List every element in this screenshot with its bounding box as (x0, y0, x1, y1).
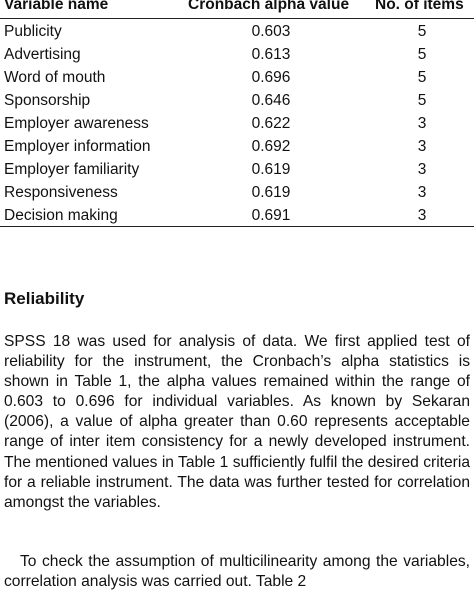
cell-variable-name: Employer familiarity (4, 161, 140, 178)
cell-alpha-value: 0.646 (251, 92, 291, 109)
table-row: Publicity 0.603 5 (0, 20, 474, 43)
cell-variable-name: Publicity (4, 23, 62, 40)
table-row: Employer information 0.692 3 (0, 135, 474, 158)
cell-variable-name: Decision making (4, 207, 118, 224)
cell-item-count: 5 (417, 46, 427, 63)
table-row: Employer awareness 0.622 3 (0, 112, 474, 135)
table-row: Employer familiarity 0.619 3 (0, 158, 474, 181)
section-heading: Reliability (4, 289, 85, 308)
body-paragraph: To check the assumption of multicilinear… (4, 553, 470, 591)
header-no-of-items: No. of items (375, 0, 464, 13)
cell-alpha-value: 0.696 (251, 69, 291, 86)
cell-variable-name: Employer awareness (4, 115, 149, 132)
cell-item-count: 3 (417, 138, 427, 155)
cell-alpha-value: 0.619 (251, 184, 291, 201)
table-row: Word of mouth 0.696 5 (0, 66, 474, 89)
table-header: Variable name Cronbach alpha value No. o… (0, 0, 474, 19)
cell-alpha-value: 0.619 (251, 161, 291, 178)
cell-item-count: 5 (417, 23, 427, 40)
cell-alpha-value: 0.691 (251, 207, 291, 224)
cell-variable-name: Sponsorship (4, 92, 91, 109)
cell-variable-name: Advertising (4, 46, 81, 63)
body-paragraph: SPSS 18 was used for analysis of data. W… (4, 333, 470, 511)
table-row: Advertising 0.613 5 (0, 43, 474, 66)
cell-item-count: 3 (417, 161, 427, 178)
cell-item-count: 5 (417, 92, 427, 109)
cell-alpha-value: 0.613 (251, 46, 291, 63)
cell-variable-name: Responsiveness (4, 184, 118, 201)
table-row: Decision making 0.691 3 (0, 204, 474, 227)
cell-variable-name: Word of mouth (4, 69, 106, 86)
table-body: Publicity 0.603 5 Advertising 0.613 5 Wo… (0, 20, 474, 227)
cell-alpha-value: 0.692 (251, 138, 291, 155)
cell-item-count: 5 (417, 69, 427, 86)
cell-alpha-value: 0.603 (251, 23, 291, 40)
table-row: Sponsorship 0.646 5 (0, 89, 474, 112)
cell-alpha-value: 0.622 (251, 115, 291, 132)
header-variable-name: Variable name (4, 0, 109, 13)
table-row: Responsiveness 0.619 3 (0, 181, 474, 204)
table-bottom-rule (0, 226, 474, 227)
cell-variable-name: Employer information (4, 138, 151, 155)
header-cronbach-alpha: Cronbach alpha value (188, 0, 350, 13)
cell-item-count: 3 (417, 115, 427, 132)
cell-item-count: 3 (417, 207, 427, 224)
cell-item-count: 3 (417, 184, 427, 201)
